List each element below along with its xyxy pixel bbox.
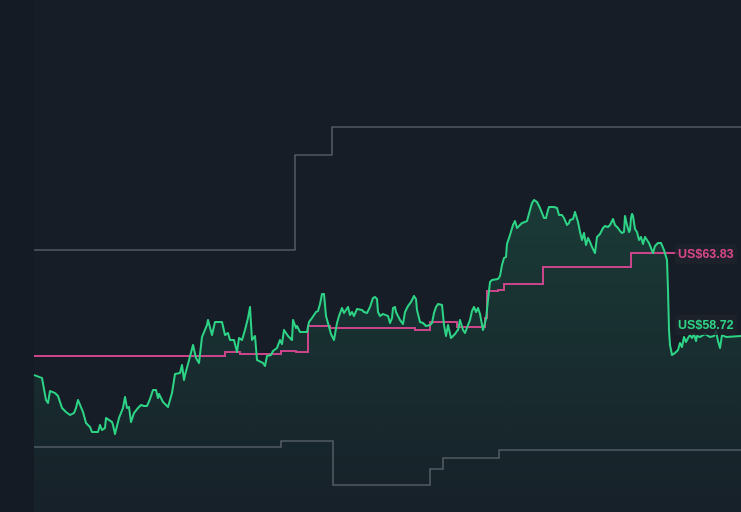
upper-band-line [34,126,741,251]
share-price-end-label: US$58.72 [675,315,737,335]
fair-value-end-label: US$63.83 [675,244,737,264]
price-area-fill [34,200,741,512]
share-price-line [33,199,741,435]
lower-band-line [34,440,741,486]
